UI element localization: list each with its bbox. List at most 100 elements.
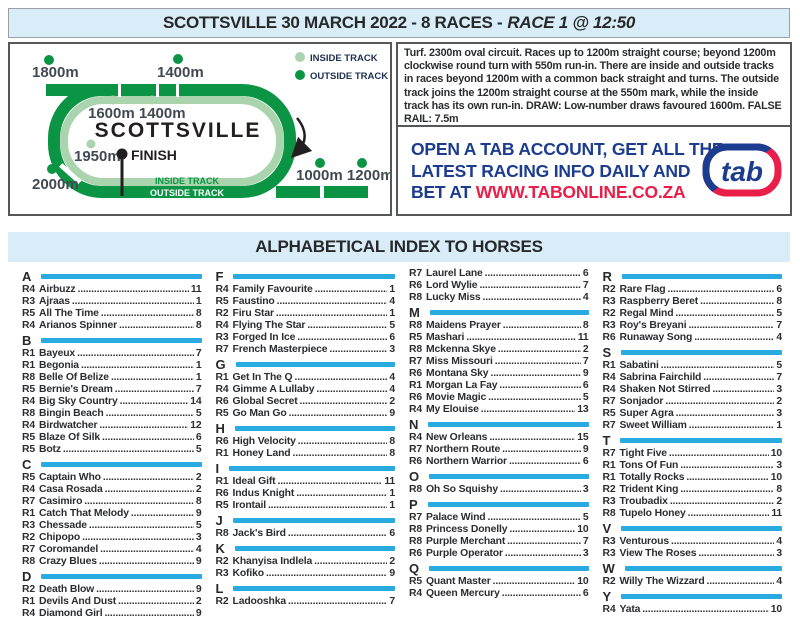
race-number: R6 [409, 548, 422, 559]
section-letter: I [215, 461, 220, 476]
race-number: R1 [409, 380, 422, 391]
dot-leader [298, 436, 388, 448]
dot-leader [315, 284, 388, 296]
section-bar [621, 350, 782, 355]
horse-index-row: R7 Casimiro 8 [22, 496, 202, 508]
horse-name: Palace Wind [426, 512, 486, 523]
marker-dot-1000 [315, 158, 325, 168]
track-gap [176, 83, 179, 97]
horse-name: Laurel Lane [426, 268, 483, 279]
saddle-number: 5 [195, 520, 202, 531]
race-number: R7 [602, 448, 616, 459]
race-number: R7 [602, 420, 616, 431]
dot-leader [503, 320, 581, 332]
horse-index-row: R3 Chessade 5 [22, 520, 202, 532]
race-number: R8 [409, 344, 422, 355]
dot-leader [288, 596, 387, 608]
dot-leader [489, 432, 575, 444]
section-bar [620, 438, 782, 443]
tabonline-link[interactable]: WWW.TABONLINE.CO.ZA [475, 182, 686, 202]
horse-name: Get In The Q [232, 372, 293, 383]
section-header-K: K [216, 541, 395, 556]
horse-index-row: R8 Lucky Miss 4 [409, 292, 589, 304]
horse-name: Totally Rocks [619, 472, 685, 483]
marker-dot-1400-top [173, 54, 183, 64]
section-header-L: L [216, 581, 395, 596]
dot-leader [84, 496, 194, 508]
section-letter: Y [602, 589, 612, 604]
race-number: R4 [602, 604, 616, 615]
top-straight [46, 84, 208, 96]
saddle-number: 3 [582, 548, 589, 559]
horse-name: Roy's Breyani [619, 320, 687, 331]
race-number: R2 [215, 596, 229, 607]
ad-line-3-prefix: BET AT [411, 182, 476, 202]
section-header-N: N [409, 417, 589, 432]
horse-name: French Masterpiece [232, 344, 328, 355]
horse-name: Lucky Miss [426, 292, 481, 303]
saddle-number: 4 [389, 384, 395, 395]
saddle-number: 10 [577, 576, 589, 587]
section-bar [429, 310, 589, 315]
saddle-number: 8 [195, 308, 202, 319]
race-number: R4 [409, 432, 422, 443]
header-race-time: RACE 1 @ 12:50 [507, 13, 636, 32]
section-header-P: P [409, 497, 589, 512]
dot-leader [131, 508, 194, 520]
course-info-text: Turf. 2300m oval circuit. Races up to 12… [404, 47, 782, 126]
horse-index-row: R4 Birdwatcher 12 [22, 420, 202, 432]
saddle-number: 6 [582, 456, 589, 467]
horse-name: Captain Who [39, 472, 101, 483]
section-bar [41, 338, 202, 343]
horse-name: Lord Wylie [426, 280, 478, 291]
race-number: R8 [409, 320, 422, 331]
dot-leader [642, 604, 768, 616]
race-number: R2 [215, 556, 229, 567]
horse-index-row: R8 Princess Donelly 10 [409, 524, 589, 536]
horse-index-row: R6 Lord Wylie 7 [409, 280, 589, 292]
race-number: R7 [22, 496, 35, 507]
horse-name: New Orleans [426, 432, 488, 443]
horse-index-row: R8 Maidens Prayer 8 [409, 320, 589, 332]
saddle-number: 1 [389, 308, 395, 319]
section-header-Y: Y [602, 589, 782, 604]
dot-leader [498, 344, 581, 356]
bottom-straight-2 [324, 186, 368, 198]
saddle-number: 6 [389, 528, 395, 539]
saddle-number: 6 [582, 588, 589, 599]
horse-index-row: R4 Queen Mercury 6 [409, 588, 589, 600]
section-bar [429, 566, 589, 571]
horse-name: Shaken Not Stirred [619, 384, 711, 395]
saddle-number: 7 [582, 356, 589, 367]
section-letter: H [215, 421, 225, 436]
saddle-number: 3 [582, 484, 589, 495]
tab-ad-box: OPEN A TAB ACCOUNT, GET ALL THE LATEST R… [396, 125, 792, 216]
dot-leader [105, 484, 194, 496]
dot-leader [661, 360, 775, 372]
dot-leader [99, 556, 194, 568]
section-bar [233, 586, 395, 591]
horse-index-row: R1 Begonia 1 [22, 360, 202, 372]
race-number: R4 [602, 372, 616, 383]
dot-leader [103, 472, 194, 484]
dot-leader [670, 496, 775, 508]
dot-leader [483, 292, 581, 304]
dot-leader [72, 296, 194, 308]
dot-leader [277, 476, 382, 488]
horse-name: Purple Merchant [426, 536, 506, 547]
dot-leader [296, 488, 387, 500]
index-title-text: ALPHABETICAL INDEX TO HORSES [255, 237, 543, 256]
dot-leader [96, 584, 194, 596]
saddle-number: 1 [195, 360, 202, 371]
horse-name: Morgan La Fay [426, 380, 498, 391]
horse-name: Airbuzz [39, 284, 76, 295]
section-header-G: G [216, 357, 395, 372]
saddle-number: 15 [577, 432, 589, 443]
race-number: R7 [602, 396, 616, 407]
